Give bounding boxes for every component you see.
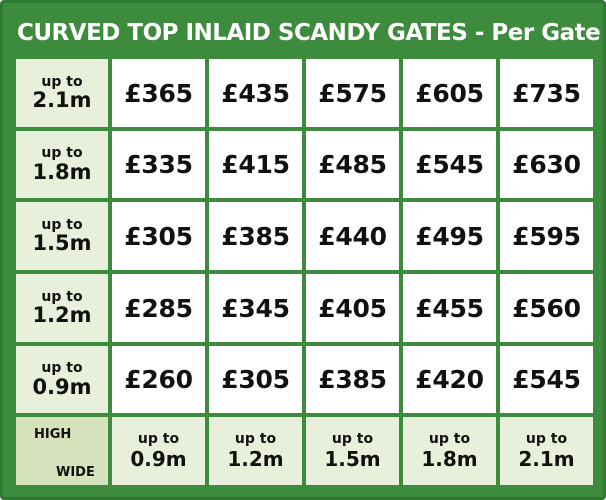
row-header-value: 0.9m — [32, 374, 92, 399]
price-cell: £485 — [304, 129, 401, 200]
price-cell: £435 — [207, 57, 304, 129]
row-header-height: up to 1.8m — [14, 129, 110, 200]
column-header-value: 1.5m — [324, 446, 381, 471]
corner-axis-label: HIGH WIDE — [14, 415, 110, 487]
row-header-height: up to 1.2m — [14, 272, 110, 344]
price-cell: £495 — [401, 200, 498, 272]
price-cell: £305 — [110, 200, 207, 272]
price-cell: £595 — [498, 200, 595, 272]
price-cell: £560 — [498, 272, 595, 344]
row-header-prefix: up to — [41, 73, 83, 90]
column-header-width: up to 1.8m — [401, 415, 498, 487]
column-header-value: 1.2m — [227, 446, 284, 471]
column-header-prefix: up to — [137, 431, 180, 448]
price-cell: £735 — [498, 57, 595, 129]
width-axis-label: WIDE — [56, 465, 95, 480]
row-header-value: 1.5m — [32, 231, 92, 256]
column-header-prefix: up to — [331, 431, 374, 448]
column-header-value: 2.1m — [518, 446, 575, 471]
price-cell: £545 — [401, 129, 498, 200]
price-cell: £415 — [207, 129, 304, 200]
price-cell: £455 — [401, 272, 498, 344]
price-cell: £335 — [110, 129, 207, 200]
price-cell: £405 — [304, 272, 401, 344]
price-cell: £630 — [498, 129, 595, 200]
column-header-width: up to 0.9m — [110, 415, 207, 487]
row-header-prefix: up to — [41, 216, 83, 233]
row-header-value: 1.8m — [32, 159, 92, 184]
price-grid: up to 2.1m £365 £435 £575 £605 £735 up t… — [14, 57, 595, 487]
price-cell: £545 — [498, 344, 595, 415]
row-header-value: 2.1m — [32, 88, 92, 113]
price-cell: £420 — [401, 344, 498, 415]
height-axis-label: HIGH — [34, 427, 72, 442]
price-cell: £385 — [207, 200, 304, 272]
price-cell: £260 — [110, 344, 207, 415]
column-header-width: up to 2.1m — [498, 415, 595, 487]
row-header-value: 1.2m — [32, 303, 92, 328]
row-header-prefix: up to — [41, 288, 83, 305]
row-header-height: up to 0.9m — [14, 344, 110, 415]
price-cell: £385 — [304, 344, 401, 415]
price-cell: £365 — [110, 57, 207, 129]
row-header-height: up to 2.1m — [14, 57, 110, 129]
row-header-prefix: up to — [41, 360, 83, 377]
price-cell: £345 — [207, 272, 304, 344]
column-header-prefix: up to — [234, 431, 277, 448]
row-header-height: up to 1.5m — [14, 200, 110, 272]
column-header-width: up to 1.5m — [304, 415, 401, 487]
price-cell: £440 — [304, 200, 401, 272]
column-header-value: 1.8m — [421, 446, 478, 471]
column-header-prefix: up to — [428, 431, 471, 448]
column-header-width: up to 1.2m — [207, 415, 304, 487]
price-cell: £575 — [304, 57, 401, 129]
price-cell: £605 — [401, 57, 498, 129]
column-header-prefix: up to — [525, 431, 568, 448]
price-cell: £305 — [207, 344, 304, 415]
column-header-value: 0.9m — [130, 446, 187, 471]
row-header-prefix: up to — [41, 145, 83, 162]
price-cell: £285 — [110, 272, 207, 344]
table-title: CURVED TOP INLAID SCANDY GATES - Per Gat… — [17, 20, 601, 46]
